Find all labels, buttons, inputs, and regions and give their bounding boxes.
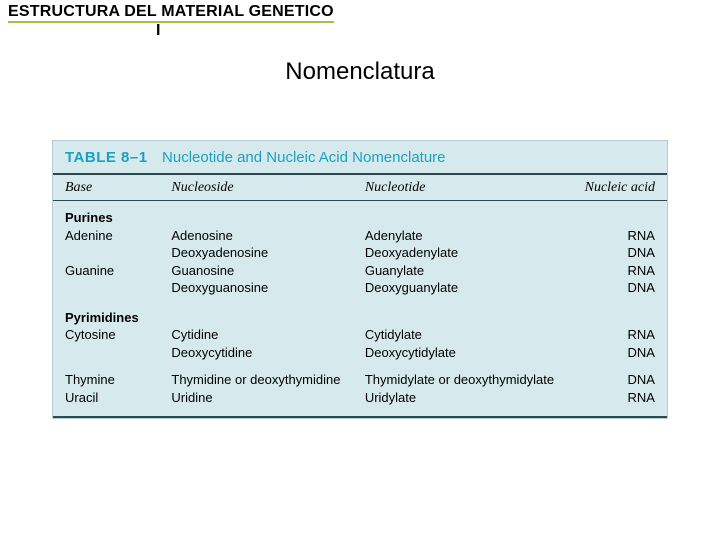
cell-nucleoside: Cytidine	[171, 326, 364, 344]
col-header-nucleotide: Nucleotide	[365, 180, 558, 196]
table-column-headers: Base Nucleoside Nucleotide Nucleic acid	[53, 175, 667, 201]
cell-base	[65, 344, 171, 362]
table-number: TABLE 8–1	[65, 149, 148, 166]
table-row: Adenine Adenosine Adenylate RNA	[65, 227, 655, 245]
table-row: Cytosine Cytidine Cytidylate RNA	[65, 326, 655, 344]
cell-base: Guanine	[65, 262, 171, 280]
cell-nucleoside: Deoxycytidine	[171, 344, 364, 362]
cell-nucleotide: Cytidylate	[365, 326, 558, 344]
group-gap	[65, 297, 655, 307]
cell-acid: RNA	[558, 262, 655, 280]
cell-nucleoside: Adenosine	[171, 227, 364, 245]
cell-acid: DNA	[558, 371, 655, 389]
table-row: Thymine Thymidine or deoxythymidine Thym…	[65, 371, 655, 389]
cell-base: Adenine	[65, 227, 171, 245]
cell-nucleotide: Uridylate	[365, 389, 558, 407]
col-header-nucleic-acid: Nucleic acid	[558, 180, 655, 196]
cell-nucleotide: Deoxyadenylate	[365, 244, 558, 262]
slide-title-line2: I	[156, 22, 160, 40]
section-title: Nomenclatura	[0, 58, 720, 86]
cell-acid: RNA	[558, 326, 655, 344]
table-row: Guanine Guanosine Guanylate RNA	[65, 262, 655, 280]
group-gap	[65, 361, 655, 371]
table-row: Deoxyadenosine Deoxyadenylate DNA	[65, 244, 655, 262]
col-header-base: Base	[65, 180, 171, 196]
cell-base: Cytosine	[65, 326, 171, 344]
table-bottom-rule	[53, 416, 667, 418]
cell-acid: DNA	[558, 344, 655, 362]
col-header-nucleoside: Nucleoside	[171, 180, 364, 196]
table-row: Uracil Uridine Uridylate RNA	[65, 389, 655, 407]
cell-nucleotide: Deoxycytidylate	[365, 344, 558, 362]
group-purines: Purines	[65, 209, 655, 227]
nomenclature-table: TABLE 8–1 Nucleotide and Nucleic Acid No…	[52, 140, 668, 419]
cell-nucleoside: Guanosine	[171, 262, 364, 280]
slide-title-line1: ESTRUCTURA DEL MATERIAL GENETICO	[8, 4, 334, 23]
cell-nucleoside: Deoxyadenosine	[171, 244, 364, 262]
cell-nucleotide: Thymidylate or deoxythymidylate	[365, 371, 558, 389]
cell-nucleoside: Uridine	[171, 389, 364, 407]
cell-nucleoside: Deoxyguanosine	[171, 279, 364, 297]
table-row: Deoxyguanosine Deoxyguanylate DNA	[65, 279, 655, 297]
cell-nucleotide: Adenylate	[365, 227, 558, 245]
cell-acid: DNA	[558, 279, 655, 297]
table-row: Deoxycytidine Deoxycytidylate DNA	[65, 344, 655, 362]
cell-acid: RNA	[558, 227, 655, 245]
cell-nucleoside: Thymidine or deoxythymidine	[171, 371, 364, 389]
table-body: Purines Adenine Adenosine Adenylate RNA …	[53, 201, 667, 416]
cell-nucleotide: Deoxyguanylate	[365, 279, 558, 297]
cell-base: Thymine	[65, 371, 171, 389]
group-pyrimidines: Pyrimidines	[65, 309, 655, 327]
table-caption: Nucleotide and Nucleic Acid Nomenclature	[162, 149, 445, 166]
cell-acid: DNA	[558, 244, 655, 262]
cell-nucleotide: Guanylate	[365, 262, 558, 280]
cell-base	[65, 279, 171, 297]
cell-acid: RNA	[558, 389, 655, 407]
cell-base	[65, 244, 171, 262]
table-header: TABLE 8–1 Nucleotide and Nucleic Acid No…	[53, 141, 667, 173]
cell-base: Uracil	[65, 389, 171, 407]
